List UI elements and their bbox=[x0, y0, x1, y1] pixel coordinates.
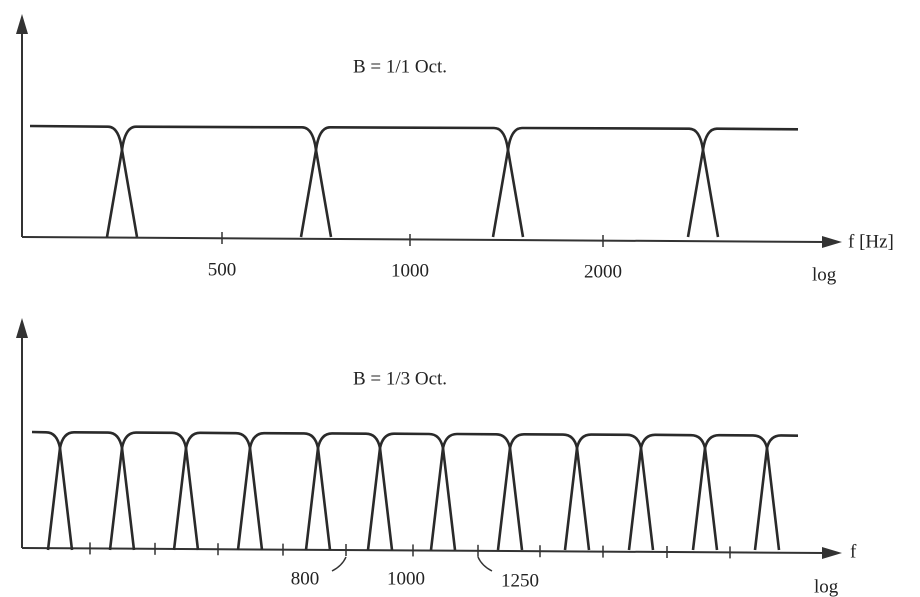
tick-label: 800 bbox=[291, 568, 320, 589]
filter-band bbox=[46, 430, 136, 551]
filter-band bbox=[753, 434, 799, 551]
panel-title: B = 1/1 Oct. bbox=[353, 56, 447, 77]
leader-line bbox=[331, 556, 347, 572]
filter-band bbox=[686, 127, 799, 238]
scale-label: log bbox=[814, 576, 839, 597]
filter-band bbox=[627, 433, 719, 551]
filter-band bbox=[236, 431, 332, 551]
tick-label: 2000 bbox=[584, 261, 622, 282]
arrow bbox=[822, 236, 842, 248]
arrow bbox=[822, 547, 842, 559]
filter-band bbox=[299, 126, 525, 238]
filter-band bbox=[108, 431, 200, 551]
filter-band bbox=[496, 432, 591, 551]
filter-band bbox=[491, 126, 720, 238]
x-axis bbox=[21, 236, 827, 243]
filter-band bbox=[691, 433, 781, 551]
filter-band bbox=[105, 125, 333, 238]
scale-label: log bbox=[812, 264, 837, 285]
tick-label: 500 bbox=[208, 259, 237, 280]
tick-label: 1000 bbox=[387, 568, 425, 589]
arrow bbox=[16, 14, 28, 34]
tick-label: 1250 bbox=[501, 570, 539, 591]
axis-label: f [Hz] bbox=[848, 231, 894, 252]
filter-band bbox=[429, 432, 524, 551]
filter-band bbox=[29, 124, 139, 238]
leader-line bbox=[477, 556, 493, 572]
filter-band bbox=[304, 432, 394, 551]
axis-label: f bbox=[850, 541, 857, 562]
arrow bbox=[16, 318, 28, 338]
filter-band bbox=[366, 432, 457, 551]
filter-band bbox=[172, 431, 264, 551]
panel-title: B = 1/3 Oct. bbox=[353, 368, 447, 389]
filter-band bbox=[31, 430, 74, 551]
x-axis bbox=[21, 547, 827, 554]
filter-band bbox=[563, 433, 655, 551]
tick-label: 1000 bbox=[391, 260, 429, 281]
